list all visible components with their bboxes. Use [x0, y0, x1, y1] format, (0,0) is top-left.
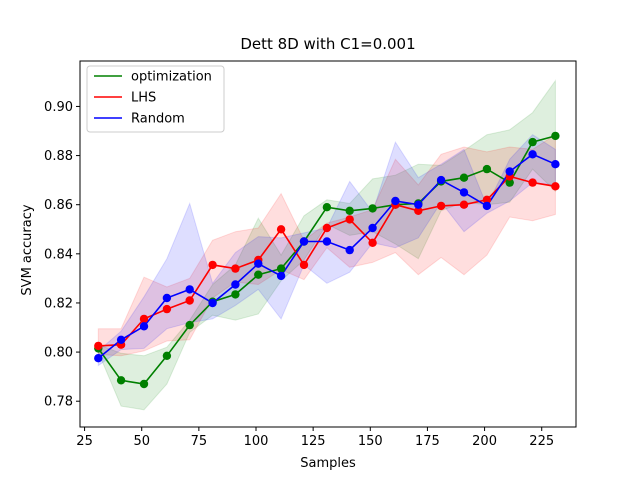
legend-entry-random: Random [131, 112, 185, 127]
random-point [94, 354, 103, 363]
lhs-point [436, 201, 446, 211]
random-point [276, 271, 286, 281]
series-markers [94, 131, 560, 389]
y-axis-label: SVM accuracy [20, 204, 35, 295]
x-tick-label: 25 [76, 434, 93, 449]
optimization-point [139, 379, 149, 389]
x-tick-label: 125 [301, 434, 326, 449]
optimization-point [551, 131, 560, 141]
optimization-point [345, 206, 354, 215]
lhs-point [414, 206, 423, 215]
y-tick-label: 0.88 [44, 149, 73, 164]
optimization-point [322, 203, 332, 212]
random-point [185, 285, 194, 294]
optimization-point [528, 137, 537, 147]
legend-entry-optimization: optimization [131, 70, 212, 85]
lhs-point [551, 182, 560, 191]
random-point [139, 322, 149, 331]
random-point [254, 259, 263, 268]
y-tick-label: 0.82 [44, 296, 73, 311]
lhs-point [162, 304, 172, 314]
optimization-point [505, 178, 514, 187]
random-point [505, 167, 514, 176]
y-axis-ticks: 0.78 0.80 0.82 0.84 0.86 0.88 0.90 [44, 100, 80, 410]
lhs-point [345, 215, 354, 224]
random-point [299, 237, 309, 246]
random-point [162, 293, 172, 303]
legend: optimization LHS Random [86, 65, 225, 133]
lhs-point [299, 260, 309, 270]
lhs-point [139, 314, 149, 324]
lhs-point [368, 238, 377, 247]
y-tick-label: 0.86 [44, 198, 73, 213]
optimization-point [116, 376, 126, 385]
x-tick-label: 150 [358, 434, 383, 449]
lhs-point [528, 178, 537, 187]
optimization-point [231, 290, 240, 299]
x-tick-label: 75 [191, 434, 208, 449]
optimization-point [459, 173, 469, 182]
x-tick-label: 50 [133, 434, 150, 449]
x-axis-label: Samples [300, 456, 356, 471]
chart-title: Dett 8D with C1=0.001 [240, 35, 415, 53]
optimization-point [276, 264, 286, 273]
lhs-point [231, 264, 240, 273]
y-tick-label: 0.90 [44, 100, 73, 115]
random-point [231, 280, 240, 289]
optimization-band [97, 79, 556, 411]
x-axis-ticks: 25 50 75 100 125 150 175 200 225 [76, 427, 554, 449]
lhs-point [185, 296, 194, 305]
random-point [551, 160, 560, 169]
random-point [116, 335, 126, 344]
random-point [322, 237, 332, 246]
random-point [528, 150, 537, 159]
optimization-point [254, 270, 263, 279]
random-point [482, 201, 492, 211]
y-tick-label: 0.84 [44, 247, 73, 262]
random-point [345, 245, 354, 255]
optimization-point [482, 164, 492, 174]
lhs-point [482, 195, 492, 204]
x-tick-label: 175 [415, 434, 440, 449]
legend-box [86, 65, 225, 133]
random-point [368, 223, 377, 233]
random-point [459, 188, 469, 197]
x-tick-label: 225 [529, 434, 554, 449]
x-tick-label: 200 [472, 434, 497, 449]
random-point [414, 200, 423, 209]
random-point [436, 175, 446, 185]
lhs-point [276, 225, 286, 234]
random-point [391, 196, 400, 206]
lhs-point [322, 223, 332, 233]
legend-entry-lhs: LHS [131, 91, 156, 106]
optimization-point [185, 320, 194, 330]
lhs-point [94, 341, 103, 351]
lhs-point [459, 200, 469, 209]
x-tick-label: 100 [244, 434, 269, 449]
plot-frame [79, 60, 577, 428]
optimization-point [162, 351, 172, 360]
y-tick-label: 0.80 [44, 346, 73, 361]
random-point [208, 298, 217, 308]
y-tick-label: 0.78 [44, 395, 73, 410]
lhs-point [208, 260, 217, 270]
optimization-point [368, 204, 377, 213]
